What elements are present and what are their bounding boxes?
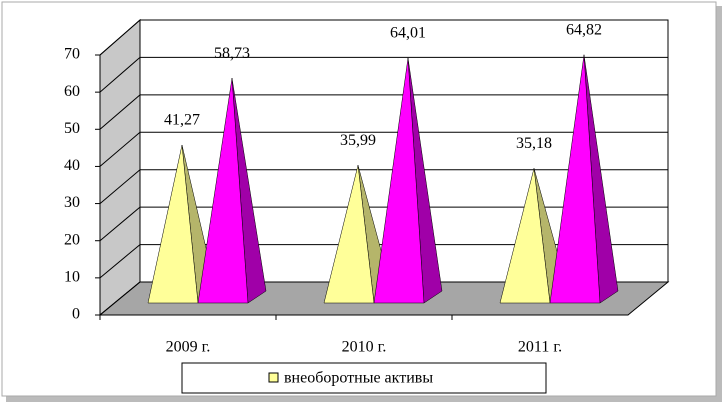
- grid-line: [99, 206, 668, 242]
- data-label: 41,27: [164, 112, 200, 129]
- legend-marker: [268, 372, 279, 383]
- pyramid-front: [147, 144, 199, 304]
- grid-line: [99, 131, 668, 167]
- data-label: 35,99: [340, 132, 376, 149]
- pyramid-front: [373, 57, 425, 304]
- y-tick-label: 70: [64, 46, 80, 63]
- y-tick-label: 10: [64, 269, 80, 286]
- pyramid-front: [499, 168, 551, 304]
- grid-line: [99, 94, 668, 130]
- data-label: 35,18: [516, 135, 552, 152]
- x-tick-label: 2010 г.: [342, 339, 387, 356]
- grid-line: [99, 244, 668, 279]
- grid-line: [99, 56, 668, 93]
- data-label: 58,73: [214, 45, 250, 62]
- pyramid: [373, 57, 443, 304]
- x-tick-label: 2009 г.: [166, 339, 211, 356]
- side-wall: [99, 18, 141, 317]
- legend-label: внеоборотные активы: [284, 370, 433, 387]
- pyramid-front: [197, 78, 249, 304]
- grid-line: [99, 19, 668, 56]
- y-tick-label: 0: [72, 306, 80, 323]
- y-tick-label: 40: [64, 157, 80, 174]
- y-tick-label: 20: [64, 231, 80, 248]
- y-tick-label: 30: [64, 194, 80, 211]
- legend: [181, 362, 547, 394]
- pyramid-front: [549, 54, 601, 304]
- grid-line: [99, 281, 668, 316]
- pyramid-front: [323, 165, 375, 304]
- data-label: 64,01: [390, 25, 426, 42]
- grid-line: [99, 169, 668, 204]
- x-tick-label: 2011 г.: [518, 339, 562, 356]
- pyramid: [197, 78, 267, 304]
- y-tick-label: 60: [64, 83, 80, 100]
- pyramid: [549, 54, 619, 304]
- data-label: 64,82: [566, 22, 602, 39]
- y-tick-label: 50: [64, 120, 80, 137]
